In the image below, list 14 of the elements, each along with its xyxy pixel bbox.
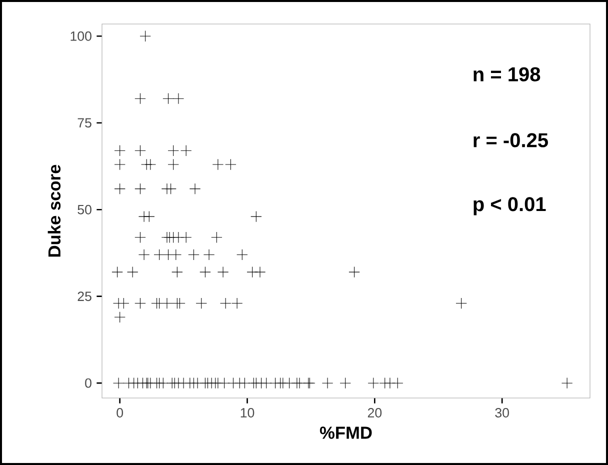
x-tick-label: 10 (240, 408, 254, 418)
x-tick-label: 0 (116, 408, 124, 418)
y-tick-label: 50 (78, 204, 92, 214)
annotation: n = 198 (474, 67, 540, 82)
x-tick-label: 20 (368, 408, 382, 418)
y-tick-label: 100 (70, 31, 92, 41)
y-tick-label: 0 (85, 378, 92, 388)
y-tick-label: 25 (78, 292, 92, 302)
annotation: p < 0.01 (474, 197, 546, 216)
y-axis-title: Duke score (48, 164, 61, 257)
y-tick-label: 75 (78, 118, 92, 128)
annotation: r = -0.25 (474, 133, 548, 148)
x-axis-title: %FMD (320, 426, 372, 439)
x-tick-label: 30 (495, 408, 509, 418)
